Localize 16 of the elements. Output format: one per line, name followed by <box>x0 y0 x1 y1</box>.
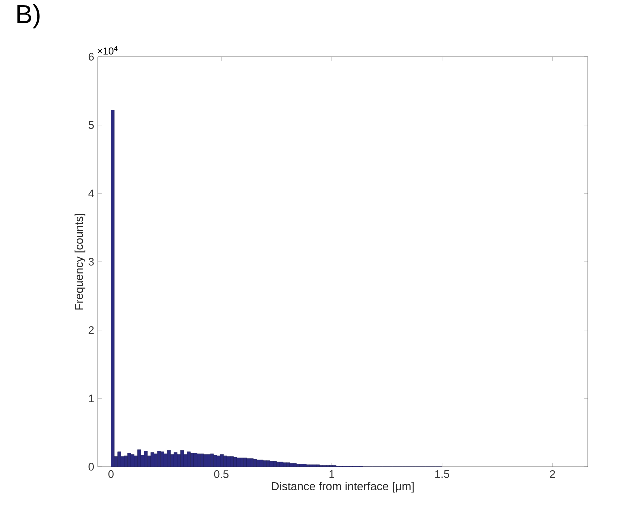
y-tick-label: 1 <box>89 394 94 402</box>
y-axis-title: Frequency [counts] <box>74 214 86 310</box>
y-tick-label: 4 <box>88 190 94 198</box>
x-tick-label: 0.5 <box>214 470 229 478</box>
y-tick-label: 6 <box>88 53 94 61</box>
x-tick-label: 1 <box>330 470 334 478</box>
x-axis-title: Distance from interface [μm] <box>272 482 414 493</box>
x-tick-label: 0 <box>108 470 114 478</box>
y-tick-label: 2 <box>88 326 94 334</box>
text: ×10$^{4}$ <box>98 46 118 55</box>
y-tick-label: 0 <box>88 463 94 471</box>
y-tick-label: 5 <box>88 122 94 130</box>
text: B) <box>18 4 40 29</box>
y-tick-label: 3 <box>88 258 94 266</box>
x-tick-label: 2 <box>550 470 556 478</box>
x-tick-label: 1.5 <box>436 470 450 478</box>
